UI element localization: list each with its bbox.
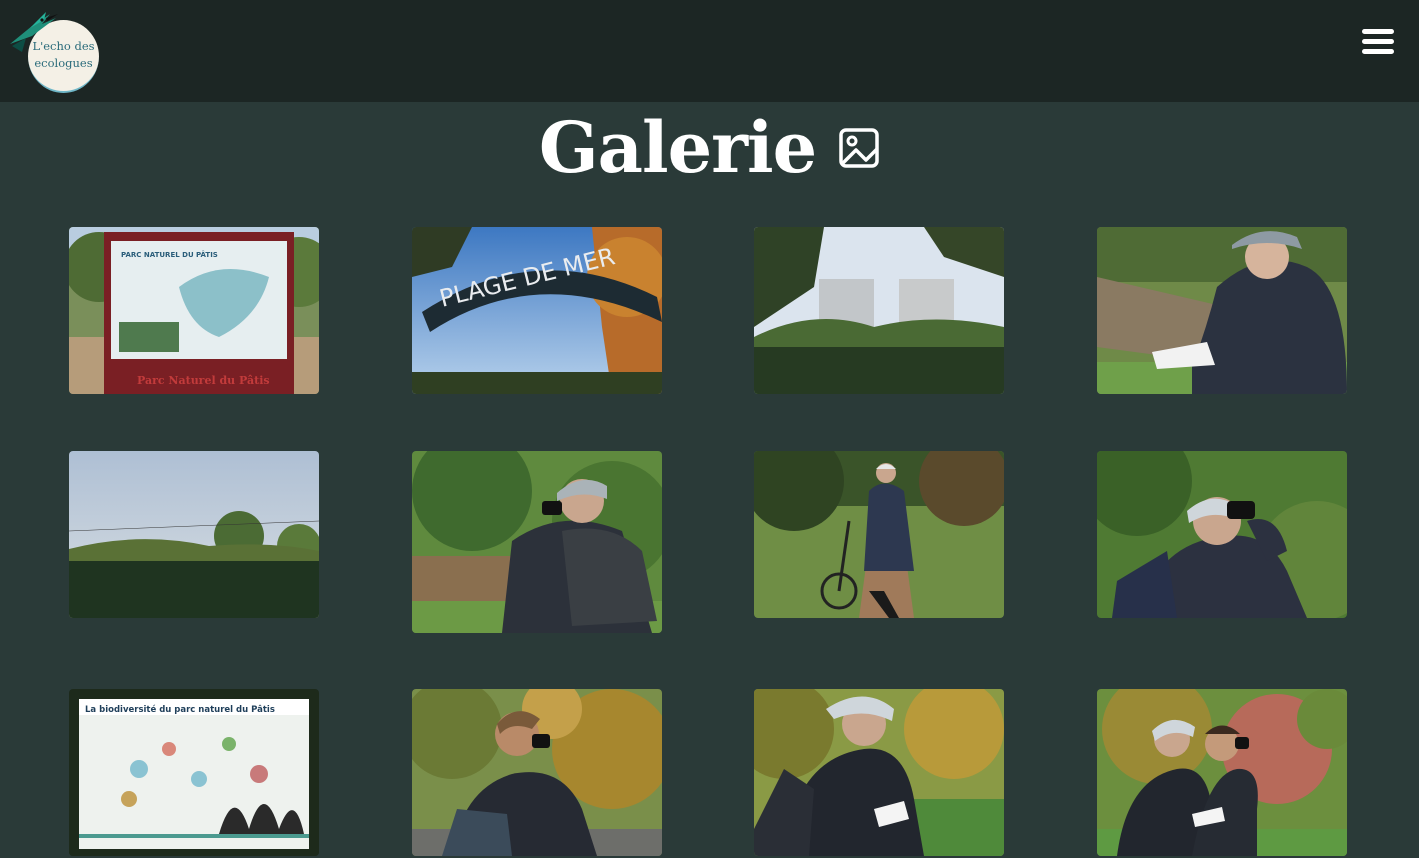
gallery-image-9[interactable]: La biodiversité du parc naturel du Pâtis — [69, 689, 319, 856]
image-caption: PARC NATUREL DU PÂTIS — [121, 250, 218, 259]
gallery-image-4[interactable] — [1097, 227, 1347, 394]
navbar: L'echo des ecologues — [0, 0, 1419, 102]
logo-line-2: ecologues — [34, 56, 93, 70]
gallery-image-5[interactable] — [69, 451, 319, 618]
logo-line-1: L'echo des — [32, 39, 95, 53]
hamburger-menu-button[interactable] — [1360, 27, 1396, 57]
gallery-image-6[interactable] — [412, 451, 662, 633]
gallery-image-11[interactable] — [754, 689, 1004, 856]
page-title: Galerie — [538, 106, 817, 189]
menu-bar — [1362, 49, 1394, 54]
site-logo[interactable]: L'echo des ecologues — [0, 0, 110, 100]
gallery-image-7[interactable] — [754, 451, 1004, 618]
image-sign-text: Parc Naturel du Pâtis — [137, 374, 270, 387]
menu-bar — [1362, 39, 1394, 44]
gallery-image-10[interactable] — [412, 689, 662, 856]
menu-bar — [1362, 29, 1394, 34]
gallery-image-12[interactable] — [1097, 689, 1347, 856]
logo-text: L'echo des ecologues — [28, 38, 99, 72]
image-icon — [839, 128, 879, 168]
gallery-image-2[interactable]: PLAGE DE MER — [412, 227, 662, 394]
gallery-image-1[interactable]: PARC NATUREL DU PÂTIS Parc Naturel du Pâ… — [69, 227, 319, 394]
gallery-image-3[interactable] — [754, 227, 1004, 394]
kingfisher-icon — [10, 12, 58, 52]
page-title-section: Galerie — [0, 98, 1419, 198]
image-caption: La biodiversité du parc naturel du Pâtis — [85, 704, 275, 715]
logo-badge — [28, 20, 99, 93]
gallery-image-8[interactable] — [1097, 451, 1347, 618]
